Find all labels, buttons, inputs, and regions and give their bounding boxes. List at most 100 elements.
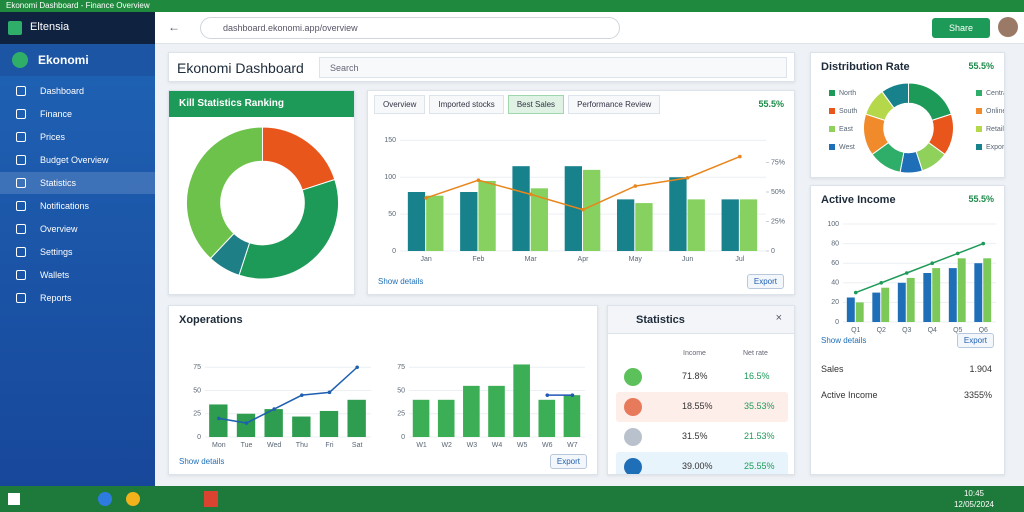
row-icon	[624, 368, 642, 386]
y-tick-label: 75	[193, 364, 201, 371]
stat-row: 39.00% 25.55%	[616, 452, 788, 474]
y-tick-label: 20	[831, 299, 839, 306]
legend-label: Retail	[986, 126, 1004, 133]
address-bar[interactable]: dashboard.ekonomi.app/overview	[200, 17, 620, 39]
line-point	[581, 207, 585, 212]
bar	[957, 258, 966, 322]
line-point	[685, 176, 690, 180]
line-point	[355, 365, 359, 370]
legend-label: Online	[986, 108, 1005, 115]
line-point	[244, 421, 249, 425]
bar	[319, 410, 339, 437]
legend-swatch	[829, 90, 835, 96]
bar	[583, 169, 601, 251]
panel-title: Statistics	[636, 314, 685, 326]
line-point	[738, 154, 742, 159]
window-title: Ekonomi Dashboard - Finance Overview	[0, 0, 1024, 12]
legend-swatch	[976, 108, 982, 114]
sidebar-item[interactable]: Finance	[0, 103, 155, 125]
tab[interactable]: Overview	[374, 95, 426, 114]
bar	[563, 395, 581, 437]
y-tick-label: 0	[197, 434, 201, 441]
x-tick-label: Jun	[682, 256, 693, 263]
search-box[interactable]: Search	[319, 57, 787, 78]
bar	[669, 177, 687, 251]
badge: 55.5%	[758, 99, 784, 109]
bar	[721, 199, 739, 251]
x-tick-label: W3	[467, 442, 478, 449]
tab[interactable]: Best Sales	[507, 95, 565, 114]
legend-swatch	[829, 126, 835, 132]
sidebar-header: Ekonomi	[0, 44, 155, 76]
footer-link[interactable]: Show details	[378, 277, 424, 286]
income-panel: Active Income 55.5% 0 20 40 60 80 100 Q1 Q2 Q3 Q4…	[810, 185, 1005, 475]
income-row-text: 3355%	[963, 390, 992, 400]
start-button[interactable]	[8, 493, 20, 505]
stat-row: 71.8% 16.5%	[616, 362, 788, 392]
sidebar-icon	[16, 178, 26, 188]
footer-link[interactable]: Show details	[179, 457, 225, 466]
y-tick-label: 0	[401, 434, 405, 441]
income-row-text: Active Income	[821, 390, 878, 400]
app-icon[interactable]	[98, 492, 112, 506]
sidebar-item[interactable]: Prices	[0, 126, 155, 148]
x-tick-label: Mar	[525, 256, 538, 263]
bar	[948, 268, 957, 322]
avatar[interactable]	[998, 17, 1018, 37]
legend-swatch	[976, 144, 982, 150]
bar	[412, 399, 430, 437]
bar	[687, 199, 705, 251]
sidebar-item[interactable]: Wallets	[0, 264, 155, 286]
back-button[interactable]: ←	[168, 20, 180, 34]
close-button[interactable]: ×	[775, 312, 782, 324]
bar	[460, 192, 478, 251]
legend-label: North	[839, 90, 856, 97]
x-tick-label: Jan	[420, 256, 431, 263]
sidebar-item[interactable]: Overview	[0, 218, 155, 240]
taskbar: 10:45 12/05/2024	[0, 486, 1024, 512]
donut-chart: North South East West Central Online Retail Exp…	[829, 82, 1005, 174]
distribution-panel: Distribution Rate 55.5% North South East We…	[810, 52, 1005, 178]
bar	[974, 263, 983, 322]
line-point	[955, 251, 960, 256]
bar	[906, 277, 915, 322]
sidebar-icon	[16, 86, 26, 96]
sales-panel: Kill Statistics Ranking	[168, 90, 355, 295]
sidebar-item[interactable]: Budget Overview	[0, 149, 155, 171]
footer-link[interactable]: Show details	[821, 336, 867, 345]
y-tick-label: 0	[392, 248, 396, 255]
line-series	[855, 242, 984, 294]
line-point	[424, 196, 428, 200]
export-button[interactable]: Export	[746, 274, 784, 289]
column-header: Net rate	[743, 350, 768, 357]
tab[interactable]: Performance Review	[568, 95, 661, 114]
y-tick-label: 0	[835, 319, 839, 326]
x-tick-label: Q2	[877, 327, 886, 334]
y-tick-label: 80	[831, 240, 839, 247]
export-button[interactable]: Export	[549, 454, 587, 469]
sidebar-item[interactable]: Statistics	[0, 172, 155, 194]
sidebar-icon	[16, 132, 26, 142]
panel-title: Distribution Rate	[821, 61, 910, 73]
share-button[interactable]: Share	[932, 18, 990, 38]
sidebar-item[interactable]: Settings	[0, 241, 155, 263]
row-icon	[624, 428, 642, 446]
combo-chart: 0 50 100 150 0 25% 50% 75% Jan Feb Mar Apr May Jun Jul	[384, 137, 785, 263]
clock-date: 12/05/2024	[953, 500, 994, 509]
bar	[292, 416, 311, 437]
bar	[635, 203, 653, 251]
sidebar-item[interactable]: Reports	[0, 287, 155, 309]
sidebar-item[interactable]: Notifications	[0, 195, 155, 217]
legend-swatch	[829, 144, 835, 150]
app-icon[interactable]	[126, 492, 140, 506]
bar	[347, 399, 366, 437]
line-point	[217, 416, 221, 421]
export-button[interactable]: Export	[956, 333, 994, 348]
stat-value: 71.8%	[682, 371, 708, 381]
bar	[564, 166, 582, 251]
tab[interactable]: Imported stocks	[429, 95, 504, 114]
bar	[855, 302, 864, 322]
app-icon[interactable]	[204, 491, 218, 507]
sidebar-item[interactable]: Dashboard	[0, 80, 155, 102]
line-point	[981, 241, 986, 246]
